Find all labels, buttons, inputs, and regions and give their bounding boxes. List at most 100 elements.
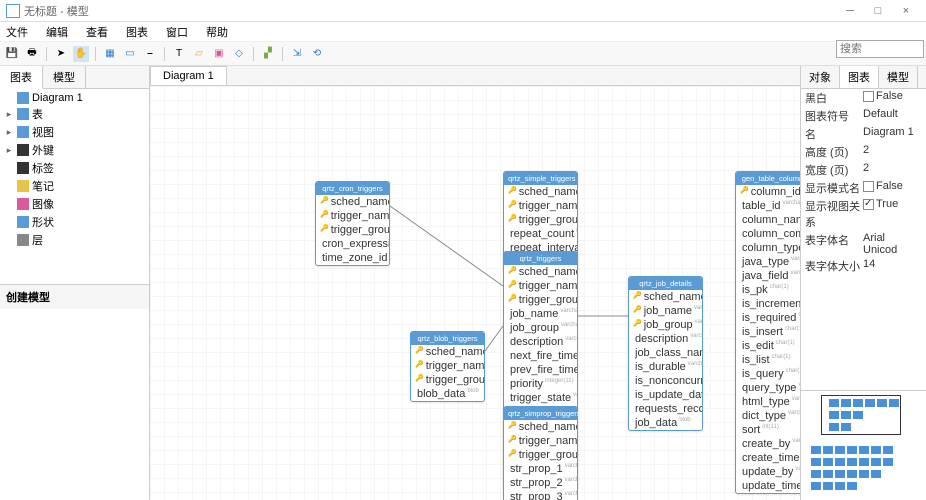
tree-Diagram 1[interactable]: Diagram 1 xyxy=(2,91,147,105)
entity-field: 🔑trigger_groupvarchar(200) xyxy=(316,223,389,237)
entity-field: 🔑job_groupvarchar(200) xyxy=(629,318,702,332)
entity-qrtz_job_details[interactable]: qrtz_job_details🔑sched_namevarchar(120)🔑… xyxy=(628,276,703,431)
maximize-button[interactable]: □ xyxy=(864,5,892,17)
tree-表[interactable]: ▸表 xyxy=(2,105,147,123)
minimap-entity xyxy=(811,458,821,466)
search-input[interactable] xyxy=(836,40,924,58)
tree-形状[interactable]: 形状 xyxy=(2,213,147,231)
entity-qrtz_simprop_triggers[interactable]: qrtz_simprop_triggers🔑sched_namevarchar(… xyxy=(503,406,578,500)
entity-qrtz_blob_triggers[interactable]: qrtz_blob_triggers🔑sched_namevarchar(120… xyxy=(410,331,485,402)
tree-视图[interactable]: ▸视图 xyxy=(2,123,147,141)
tree-标签[interactable]: 标签 xyxy=(2,159,147,177)
pointer-icon[interactable]: ➤ xyxy=(53,46,69,62)
minimize-button[interactable]: ─ xyxy=(836,5,864,17)
toolbar: 💾 🖶 ➤ ✋ ▦ ▭ ⎯ T ▱ ▣ ◇ ▞ ⇲ ⟲ xyxy=(0,42,926,66)
view-icon[interactable]: ▭ xyxy=(122,46,138,62)
entity-field: 🔑trigger_namevarchar(200) xyxy=(411,359,484,373)
menu-窗口[interactable]: 窗口 xyxy=(166,24,188,40)
minimap-entity xyxy=(841,399,851,407)
tree-层[interactable]: 层 xyxy=(2,231,147,249)
minimap-entity xyxy=(823,470,833,478)
entity-field: is_incrementchar(1) xyxy=(736,297,800,311)
text-icon[interactable]: T xyxy=(171,46,187,62)
entity-header: qrtz_simprop_triggers xyxy=(504,407,577,420)
menu-文件[interactable]: 文件 xyxy=(6,24,28,40)
canvas-tab[interactable]: Diagram 1 xyxy=(150,66,227,85)
note-icon[interactable]: ▱ xyxy=(191,46,207,62)
menu-帮助[interactable]: 帮助 xyxy=(206,24,228,40)
rtab-model[interactable]: 模型 xyxy=(879,66,918,88)
entity-qrtz_cron_triggers[interactable]: qrtz_cron_triggers🔑sched_namevarchar(120… xyxy=(315,181,390,266)
left-tabs: 图表 模型 xyxy=(0,66,149,89)
entity-field: create_timedatetime xyxy=(736,451,800,465)
hand-icon[interactable]: ✋ xyxy=(73,46,89,62)
entity-field: 🔑trigger_groupvarchar(200) xyxy=(411,373,484,387)
entity-field: next_fire_timebigint(13) xyxy=(504,349,577,363)
create-model-section[interactable]: 创建模型 xyxy=(0,284,149,309)
prop-高度 (页)[interactable]: 高度 (页)2 xyxy=(801,143,926,161)
prop-value: 2 xyxy=(863,144,922,160)
entity-field: job_datablob xyxy=(629,416,702,430)
minimap-entity xyxy=(841,411,851,419)
minimap-entity xyxy=(865,399,875,407)
tab-diagram[interactable]: 图表 xyxy=(0,66,43,89)
tree-外键[interactable]: ▸外键 xyxy=(2,141,147,159)
entity-field: trigger_statevarchar(16) xyxy=(504,391,577,405)
prop-value: 2 xyxy=(863,162,922,178)
layer-icon[interactable]: ▞ xyxy=(260,46,276,62)
entity-field: 🔑sched_namevarchar(120) xyxy=(629,290,702,304)
entity-field: is_listchar(1) xyxy=(736,353,800,367)
prop-显示视图关系[interactable]: 显示视图关系True xyxy=(801,197,926,231)
entity-field: is_durablevarchar(1) xyxy=(629,360,702,374)
prop-黑白[interactable]: 黑白False xyxy=(801,89,926,107)
shape-icon[interactable]: ◇ xyxy=(231,46,247,62)
rtab-object[interactable]: 对象 xyxy=(801,66,840,88)
menu-图表[interactable]: 图表 xyxy=(126,24,148,40)
rtab-diagram[interactable]: 图表 xyxy=(840,66,879,88)
close-button[interactable]: × xyxy=(892,5,920,17)
tree-label: 表 xyxy=(32,106,43,122)
tree-label: 标签 xyxy=(32,160,54,176)
entity-field: html_typevarchar(200) xyxy=(736,395,800,409)
tree-图像[interactable]: 图像 xyxy=(2,195,147,213)
minimap-entity xyxy=(811,470,821,478)
tree-笔记[interactable]: 笔记 xyxy=(2,177,147,195)
tag-icon xyxy=(17,162,29,174)
relation-icon[interactable]: ⎯ xyxy=(142,46,158,62)
prop-名[interactable]: 名Diagram 1 xyxy=(801,125,926,143)
note-icon xyxy=(17,180,29,192)
minimap-entity xyxy=(823,446,833,454)
menu-查看[interactable]: 查看 xyxy=(86,24,108,40)
entity-gen_table_column[interactable]: gen_table_column🔑column_idbigint(20)tabl… xyxy=(735,171,800,494)
minimap-entity xyxy=(877,399,887,407)
prop-图表符号[interactable]: 图表符号Default xyxy=(801,107,926,125)
entity-field: java_typevarchar(500) xyxy=(736,255,800,269)
prop-表字体名[interactable]: 表字体名Arial Unicod xyxy=(801,231,926,257)
canvas[interactable]: qrtz_cron_triggers🔑sched_namevarchar(120… xyxy=(150,86,800,500)
export-icon[interactable]: ⇲ xyxy=(289,46,305,62)
entity-header: gen_table_column xyxy=(736,172,800,185)
layer-icon xyxy=(17,234,29,246)
prop-宽度 (页)[interactable]: 宽度 (页)2 xyxy=(801,161,926,179)
prop-显示模式名[interactable]: 显示模式名False xyxy=(801,179,926,197)
menu-编辑[interactable]: 编辑 xyxy=(46,24,68,40)
prop-key: 图表符号 xyxy=(805,108,863,124)
minimap-entity xyxy=(847,482,857,490)
table-icon[interactable]: ▦ xyxy=(102,46,118,62)
entity-field: job_namevarchar(200) xyxy=(504,307,577,321)
entity-field: descriptionvarchar(250) xyxy=(504,335,577,349)
image-icon[interactable]: ▣ xyxy=(211,46,227,62)
minimap[interactable] xyxy=(801,390,926,500)
tab-model[interactable]: 模型 xyxy=(43,66,86,88)
sync-icon[interactable]: ⟲ xyxy=(309,46,325,62)
entity-field: 🔑sched_namevarchar(120) xyxy=(316,195,389,209)
entity-field: descriptionvarchar(250) xyxy=(629,332,702,346)
minimap-entity xyxy=(853,399,863,407)
print-icon[interactable]: 🖶 xyxy=(24,46,40,62)
tree-label: 视图 xyxy=(32,124,54,140)
minimap-entity xyxy=(859,446,869,454)
save-icon[interactable]: 💾 xyxy=(4,46,20,62)
prop-表字体大小[interactable]: 表字体大小14 xyxy=(801,257,926,275)
tree: Diagram 1▸表▸视图▸外键标签笔记图像形状层 xyxy=(0,89,149,284)
entity-field: 🔑trigger_groupvarchar(200) xyxy=(504,213,577,227)
